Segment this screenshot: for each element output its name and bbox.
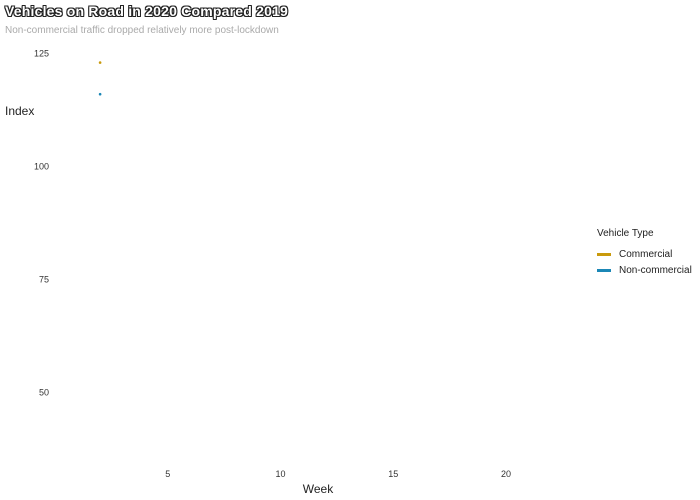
- series-commercial: [98, 61, 102, 64]
- y-tick-label-75: 75: [39, 274, 49, 284]
- y-tick-label-100: 100: [34, 161, 49, 171]
- legend-item-non-commercial: Non-commercial: [597, 262, 692, 278]
- x-tick-label-20: 20: [501, 469, 511, 479]
- series-non-commercial: [98, 92, 102, 96]
- y-tick-label-50: 50: [39, 387, 49, 397]
- legend-title: Vehicle Type: [597, 228, 654, 239]
- data-point-non-commercial: [98, 92, 102, 96]
- data-point-commercial: [98, 61, 102, 64]
- x-tick-label-5: 5: [165, 469, 170, 479]
- chart-subtitle: Non-commercial traffic dropped relativel…: [5, 25, 279, 36]
- x-axis-title: Week: [303, 482, 334, 496]
- x-tick-label-15: 15: [388, 469, 398, 479]
- legend-swatch-non-commercial: [597, 268, 611, 272]
- legend-swatch-commercial: [597, 252, 611, 256]
- x-tick-label-10: 10: [276, 469, 286, 479]
- legend-label-non-commercial: Non-commercial: [619, 264, 692, 276]
- chart-title: Vehicles on Road in 2020 Compared 2019: [5, 3, 289, 19]
- legend: Vehicle Type Commercial Non-commercial: [597, 228, 692, 278]
- legend-label-commercial: Commercial: [619, 248, 673, 260]
- legend-item-commercial: Commercial: [597, 246, 692, 262]
- y-axis-title: Index: [5, 104, 34, 118]
- y-tick-label-125: 125: [34, 49, 49, 59]
